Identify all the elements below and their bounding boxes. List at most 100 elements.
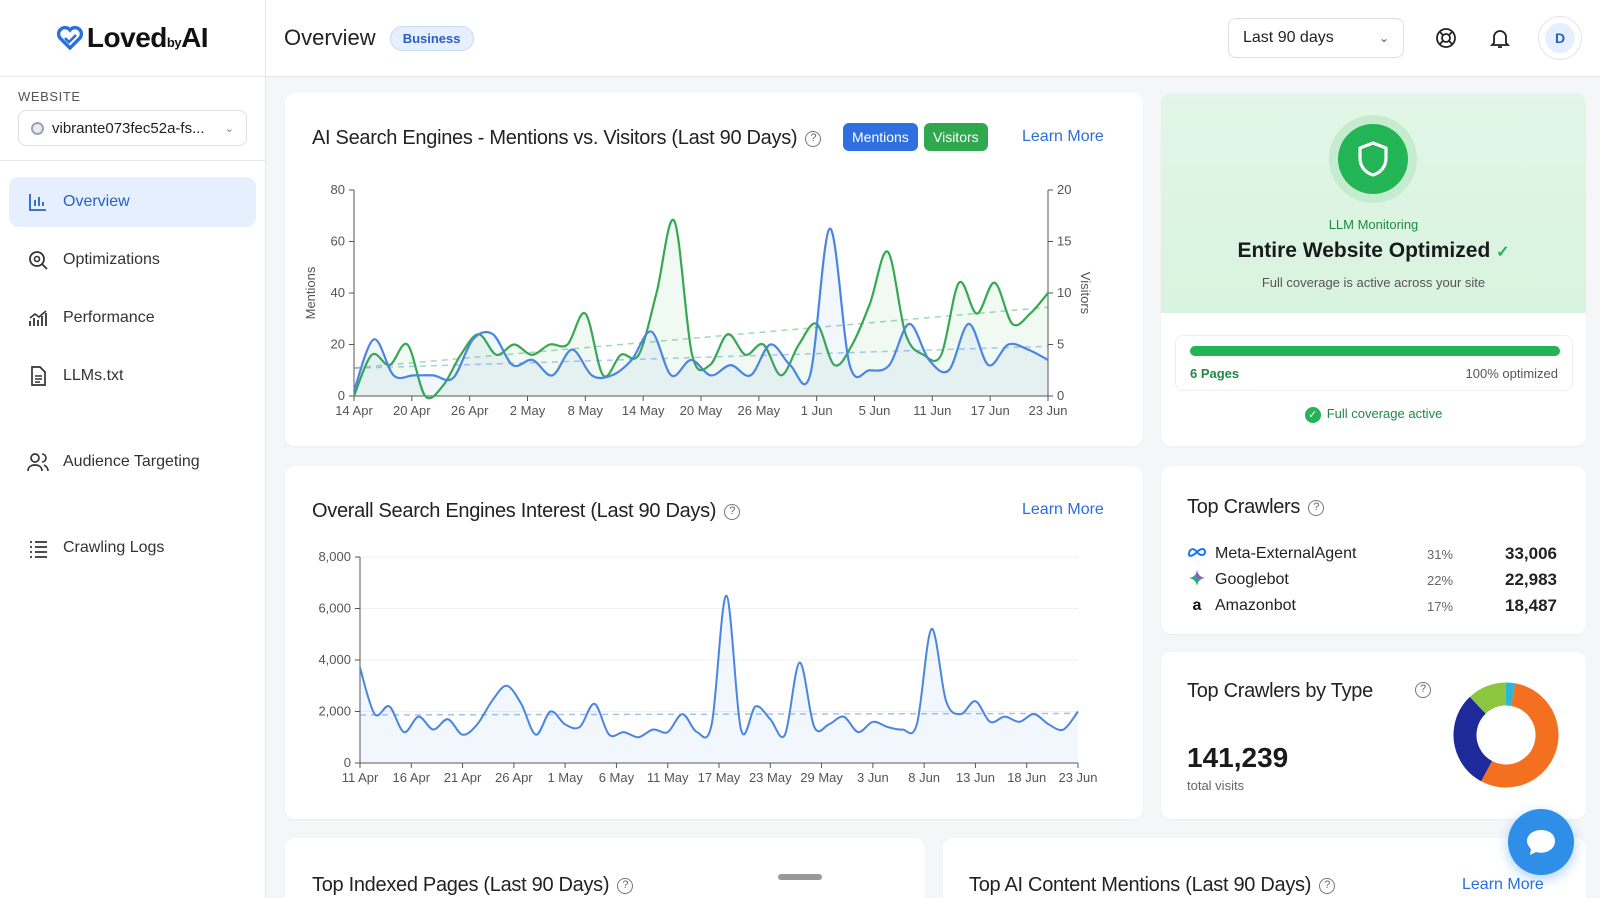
chat-bubble-icon xyxy=(1527,830,1555,855)
crawler-row[interactable]: Meta-ExternalAgent 31% 33,006 xyxy=(1187,542,1557,566)
crawler-row[interactable]: a Amazonbot 17% 18,487 xyxy=(1187,594,1557,618)
crawler-row[interactable]: Googlebot 22% 22,983 xyxy=(1187,568,1557,592)
document-icon xyxy=(31,366,46,386)
check-icon: ✓ xyxy=(1496,244,1510,261)
crawler-type-donut xyxy=(1453,682,1559,788)
sidebar-item-label: Audience Targeting xyxy=(63,453,200,470)
bar-chart-icon xyxy=(29,194,46,211)
total-visits-value: 141,239 xyxy=(1187,742,1289,773)
help-icon[interactable]: ? xyxy=(805,130,822,147)
y-tick-label: 40 xyxy=(331,285,345,300)
x-tick-label: 5 Jun xyxy=(859,403,891,418)
y2-tick-label: 10 xyxy=(1057,285,1071,300)
sidebar-item-label: Optimizations xyxy=(63,251,160,268)
indexed-pages-title: Top Indexed Pages (Last 90 Days)? xyxy=(312,874,634,897)
x-tick-label: 13 Jun xyxy=(956,770,995,785)
website-selector-block: WEBSITE vibrante073fec52a-fs... ⌄ xyxy=(0,77,265,161)
trend-line xyxy=(353,345,1049,370)
help-lifebuoy-icon[interactable] xyxy=(1434,26,1458,50)
crawler-name: Googlebot xyxy=(1215,571,1289,588)
crawler-count: 22,983 xyxy=(1505,570,1557,589)
learn-more-link[interactable]: Learn More xyxy=(1022,501,1104,518)
crawler-count: 33,006 xyxy=(1505,544,1557,563)
visitors-chip[interactable]: Visitors xyxy=(924,123,988,151)
crawler-percent: 31% xyxy=(1427,546,1454,562)
y-tick-label: 80 xyxy=(331,182,345,197)
learn-more-link[interactable]: Learn More xyxy=(1462,876,1544,893)
crawler-percent: 17% xyxy=(1427,598,1454,614)
y2-axis-label: Visitors xyxy=(1078,272,1093,315)
avatar[interactable]: D xyxy=(1538,16,1582,60)
series-line xyxy=(352,227,1049,392)
sidebar: LovedbyAI WEBSITE vibrante073fec52a-fs..… xyxy=(0,0,266,898)
donut-slice xyxy=(1453,682,1559,788)
y-tick-label: 0 xyxy=(344,755,351,770)
help-icon[interactable]: ? xyxy=(1319,877,1336,894)
brand-name: LovedbyAI xyxy=(86,22,209,53)
y2-tick-label: 5 xyxy=(1057,337,1064,352)
x-tick-label: 16 Apr xyxy=(392,770,430,785)
logo[interactable]: LovedbyAI xyxy=(0,0,265,77)
crawler-count: 18,487 xyxy=(1505,596,1557,615)
sidebar-item-overview[interactable]: Overview xyxy=(9,177,256,227)
help-icon[interactable]: ? xyxy=(617,877,634,894)
llm-monitoring-card: LLM Monitoring Entire Website Optimized … xyxy=(1161,93,1586,446)
x-tick-label: 14 Apr xyxy=(335,403,373,418)
x-tick-label: 3 Jun xyxy=(857,770,889,785)
y-tick-label: 6,000 xyxy=(318,601,351,616)
percent-optimized: 100% optimized xyxy=(1465,366,1559,381)
x-tick-label: 2 May xyxy=(510,403,546,418)
chat-button[interactable] xyxy=(1508,809,1574,875)
website-value: vibrante073fec52a-fs... xyxy=(52,119,205,137)
sidebar-item-audience-targeting[interactable]: Audience Targeting xyxy=(9,437,256,487)
top-crawlers-card: Top Crawlers? Meta-ExternalAgent 31% 33,… xyxy=(1161,466,1586,634)
globe-icon xyxy=(31,121,44,135)
sidebar-item-optimizations[interactable]: Optimizations xyxy=(9,235,256,285)
x-tick-label: 23 Jun xyxy=(1058,770,1097,785)
bell-icon[interactable] xyxy=(1488,26,1512,50)
trend-icon xyxy=(29,310,47,326)
sidebar-item-llms-txt[interactable]: LLMs.txt xyxy=(9,351,256,401)
users-icon xyxy=(27,453,49,472)
progress-bar xyxy=(1190,346,1560,356)
x-tick-label: 1 May xyxy=(547,770,583,785)
help-icon[interactable]: ? xyxy=(724,503,741,520)
meta-icon xyxy=(1187,545,1207,563)
help-icon[interactable]: ? xyxy=(1415,682,1431,698)
x-tick-label: 20 May xyxy=(680,403,723,418)
website-select[interactable]: vibrante073fec52a-fs... ⌄ xyxy=(18,110,247,146)
ai-search-card: AI Search Engines - Mentions vs. Visitor… xyxy=(285,93,1143,446)
llm-title: Entire Website Optimized ✓ xyxy=(1237,239,1510,262)
heart-logo-icon xyxy=(56,26,83,50)
amazon-icon: a xyxy=(1192,597,1202,614)
ai-mentions-title: Top AI Content Mentions (Last 90 Days)? xyxy=(969,874,1336,897)
plan-badge: Business xyxy=(389,25,474,51)
sidebar-nav: Overview Optimizations Performance LLMs.… xyxy=(0,161,265,597)
drag-handle[interactable] xyxy=(778,874,822,880)
x-tick-label: 17 May xyxy=(698,770,741,785)
shield-icon xyxy=(1358,141,1388,177)
llm-subtitle: Full coverage is active across your site xyxy=(1261,275,1486,290)
ai-mentions-card: Top AI Content Mentions (Last 90 Days)? … xyxy=(943,838,1586,898)
x-tick-label: 23 May xyxy=(749,770,792,785)
mentions-chip[interactable]: Mentions xyxy=(843,123,918,151)
x-tick-label: 26 Apr xyxy=(495,770,533,785)
x-tick-label: 8 May xyxy=(568,403,604,418)
y-tick-label: 60 xyxy=(331,234,345,249)
sidebar-item-performance[interactable]: Performance xyxy=(9,293,256,343)
llm-label: LLM Monitoring xyxy=(1328,217,1419,232)
help-icon[interactable]: ? xyxy=(1308,499,1325,516)
x-tick-label: 14 May xyxy=(622,403,665,418)
crawlers-by-type-card: Top Crawlers by Type ? 141,239 total vis… xyxy=(1161,652,1586,819)
crawler-percent: 22% xyxy=(1427,572,1454,588)
sidebar-item-label: Performance xyxy=(63,309,155,326)
sidebar-item-label: Overview xyxy=(63,193,130,210)
date-range-select[interactable]: Last 90 days ⌄ xyxy=(1228,18,1404,58)
sidebar-item-crawling-logs[interactable]: Crawling Logs xyxy=(9,523,256,573)
crawler-name: Meta-ExternalAgent xyxy=(1215,545,1357,562)
learn-more-link[interactable]: Learn More xyxy=(1022,128,1104,145)
interest-card: Overall Search Engines Interest (Last 90… xyxy=(285,466,1143,819)
top-header: Overview Business Last 90 days ⌄ D xyxy=(266,0,1600,77)
y-tick-label: 2,000 xyxy=(318,704,351,719)
x-tick-label: 6 May xyxy=(599,770,635,785)
